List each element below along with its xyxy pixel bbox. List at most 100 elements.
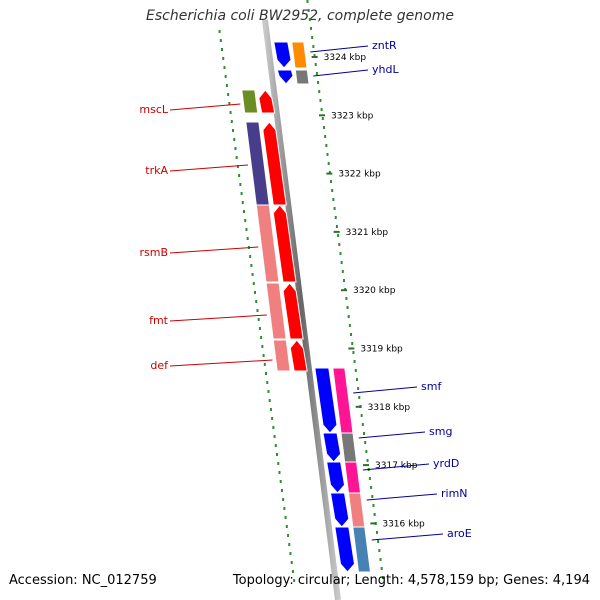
gene-arrow-rimN	[329, 492, 350, 528]
gene-arrow-rsmB	[272, 204, 297, 283]
ring-dot	[262, 354, 265, 357]
ring-dot	[335, 225, 338, 228]
ring-dot	[311, 36, 314, 39]
ring-dot	[351, 342, 354, 345]
ring-dot	[222, 57, 225, 60]
ring-dot	[283, 507, 286, 510]
ring-dot	[224, 75, 227, 78]
gene-leader-rimN	[366, 493, 438, 501]
ring-dot	[377, 540, 380, 543]
kbp-tick-label: 3320 kbp	[353, 286, 396, 296]
ring-dot	[246, 237, 249, 240]
kbp-tick-label: 3324 kbp	[324, 53, 367, 63]
ring-dot	[230, 120, 233, 123]
ring-dot	[339, 252, 342, 255]
ring-dot	[263, 363, 266, 366]
ring-dot	[250, 264, 253, 267]
ring-dot	[315, 72, 318, 75]
gene-leader-fmt	[169, 314, 267, 322]
gene-arrow-yrdD	[326, 461, 346, 494]
ring-dot	[282, 498, 285, 501]
ring-dot	[366, 459, 369, 462]
ring-dot	[357, 387, 360, 390]
ring-dot	[321, 117, 324, 120]
genome-title: Escherichia coli BW2952, complete genome	[146, 8, 454, 24]
gene-leader-smf	[353, 386, 418, 394]
gene-cog-block-zntR	[291, 41, 308, 69]
ring-dot	[290, 561, 293, 564]
genome-backbone	[262, 19, 341, 600]
ring-dot	[229, 111, 232, 114]
ring-dot	[265, 372, 268, 375]
ring-dot	[307, 9, 310, 12]
ring-dot	[372, 504, 375, 507]
kbp-tick-mark	[326, 172, 333, 175]
ring-dot	[274, 444, 277, 447]
gene-arrow-aroE	[334, 526, 356, 573]
ring-dot	[375, 531, 378, 534]
gene-arrow-mscL	[258, 89, 276, 114]
ring-dot	[355, 378, 358, 381]
outer-dotted-ring	[306, 0, 384, 579]
ring-dot	[325, 144, 328, 147]
gene-leader-def	[169, 359, 273, 367]
ring-dot	[254, 291, 257, 294]
kbp-tick-mark	[348, 347, 355, 350]
gene-leader-aroE	[371, 533, 444, 541]
gene-leader-smg	[358, 431, 426, 439]
ring-dot	[328, 171, 331, 174]
gene-cog-block-yhdL	[294, 69, 310, 85]
ring-dot	[346, 306, 349, 309]
ring-dot	[353, 360, 356, 363]
ring-dot	[320, 108, 323, 111]
gene-cog-block-aroE	[352, 526, 372, 573]
gene-label-aroE: aroE	[447, 527, 472, 540]
ring-dot	[251, 273, 254, 276]
ring-dot	[293, 579, 296, 582]
ring-dot	[317, 81, 320, 84]
ring-dot	[273, 435, 276, 438]
ring-dot	[322, 126, 325, 129]
inner-dotted-ring	[218, 30, 296, 582]
gene-arrow-def	[289, 339, 308, 372]
gene-label-def: def	[150, 359, 169, 372]
ring-dot	[279, 480, 282, 483]
ring-dot	[238, 174, 241, 177]
ring-dot	[378, 549, 381, 552]
ring-dot	[276, 453, 279, 456]
gene-cog-block-smg	[340, 432, 358, 463]
ring-dot	[243, 210, 246, 213]
ring-dot	[239, 183, 242, 186]
ring-dot	[240, 192, 243, 195]
ring-dot	[249, 255, 252, 258]
gene-labels: mscL trkA rsmB fmt def zntR yhdL smf smg yrdD rimN…	[139, 39, 472, 541]
gene-label-yhdL: yhdL	[372, 63, 399, 76]
kbp-tick-mark	[311, 56, 318, 58]
ring-dot	[330, 180, 333, 183]
ring-dot	[352, 351, 355, 354]
ring-dot	[280, 489, 283, 492]
ring-dot	[218, 30, 221, 33]
ring-dot	[379, 558, 382, 561]
ring-dot	[268, 399, 271, 402]
ring-dot	[348, 324, 351, 327]
kbp-tick-label: 3318 kbp	[368, 403, 411, 413]
ring-dot	[361, 423, 364, 426]
kbp-tick-label: 3316 kbp	[382, 519, 425, 529]
left-strand-genes	[241, 89, 308, 372]
ring-dot	[308, 18, 311, 21]
gene-label-trkA: trkA	[145, 164, 168, 177]
ring-dot	[257, 318, 260, 321]
kbp-tick-label: 3319 kbp	[360, 345, 403, 355]
gene-label-rsmB: rsmB	[139, 246, 168, 259]
gene-label-smf: smf	[421, 380, 442, 393]
gene-label-rimN: rimN	[441, 487, 468, 500]
ring-dot	[266, 381, 269, 384]
ring-dot	[234, 147, 237, 150]
ring-dot	[252, 282, 255, 285]
ring-dot	[291, 570, 294, 573]
ring-dot	[364, 441, 367, 444]
kbp-tick-mark	[318, 114, 325, 117]
ring-dot	[267, 390, 270, 393]
